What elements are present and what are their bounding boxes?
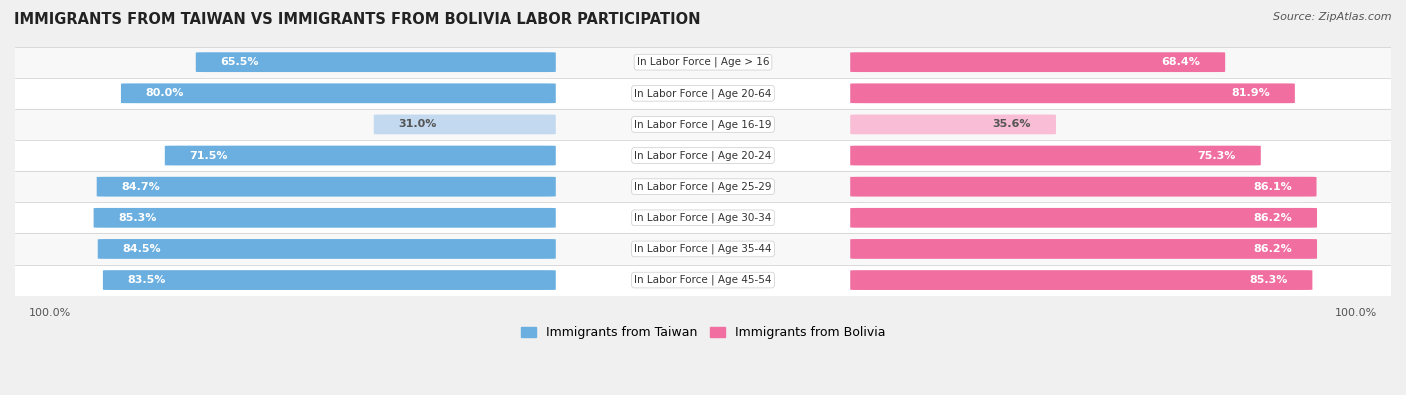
FancyBboxPatch shape	[195, 52, 555, 72]
Text: 100.0%: 100.0%	[1334, 308, 1378, 318]
Text: 35.6%: 35.6%	[993, 119, 1031, 130]
FancyBboxPatch shape	[851, 208, 1317, 228]
Text: In Labor Force | Age 20-24: In Labor Force | Age 20-24	[634, 150, 772, 161]
Bar	[15, 202, 1391, 233]
Text: 85.3%: 85.3%	[1250, 275, 1288, 285]
FancyBboxPatch shape	[851, 177, 1316, 197]
FancyBboxPatch shape	[851, 52, 1225, 72]
FancyBboxPatch shape	[97, 177, 555, 197]
Text: Source: ZipAtlas.com: Source: ZipAtlas.com	[1274, 12, 1392, 22]
Text: 84.5%: 84.5%	[122, 244, 162, 254]
FancyBboxPatch shape	[374, 115, 555, 134]
Text: 31.0%: 31.0%	[398, 119, 437, 130]
Bar	[15, 140, 1391, 171]
FancyBboxPatch shape	[851, 146, 1261, 166]
Text: 75.3%: 75.3%	[1198, 150, 1236, 160]
Text: 84.7%: 84.7%	[121, 182, 160, 192]
FancyBboxPatch shape	[121, 83, 555, 103]
Bar	[15, 109, 1391, 140]
Text: In Labor Force | Age 20-64: In Labor Force | Age 20-64	[634, 88, 772, 98]
Text: 80.0%: 80.0%	[146, 88, 184, 98]
Text: 86.2%: 86.2%	[1254, 213, 1292, 223]
Text: 100.0%: 100.0%	[28, 308, 72, 318]
FancyBboxPatch shape	[851, 239, 1317, 259]
FancyBboxPatch shape	[851, 83, 1295, 103]
Bar	[15, 171, 1391, 202]
Text: In Labor Force | Age 16-19: In Labor Force | Age 16-19	[634, 119, 772, 130]
Text: 86.1%: 86.1%	[1253, 182, 1292, 192]
FancyBboxPatch shape	[98, 239, 555, 259]
Text: 71.5%: 71.5%	[190, 150, 228, 160]
Text: 85.3%: 85.3%	[118, 213, 156, 223]
FancyBboxPatch shape	[851, 115, 1056, 134]
Legend: Immigrants from Taiwan, Immigrants from Bolivia: Immigrants from Taiwan, Immigrants from …	[516, 321, 890, 344]
FancyBboxPatch shape	[103, 270, 555, 290]
FancyBboxPatch shape	[851, 270, 1312, 290]
Text: In Labor Force | Age 35-44: In Labor Force | Age 35-44	[634, 244, 772, 254]
Bar	[15, 265, 1391, 295]
Text: In Labor Force | Age > 16: In Labor Force | Age > 16	[637, 57, 769, 68]
Text: 81.9%: 81.9%	[1232, 88, 1270, 98]
Text: In Labor Force | Age 25-29: In Labor Force | Age 25-29	[634, 181, 772, 192]
Text: 68.4%: 68.4%	[1161, 57, 1201, 67]
Bar	[15, 233, 1391, 265]
FancyBboxPatch shape	[165, 146, 555, 166]
Text: 83.5%: 83.5%	[128, 275, 166, 285]
Text: IMMIGRANTS FROM TAIWAN VS IMMIGRANTS FROM BOLIVIA LABOR PARTICIPATION: IMMIGRANTS FROM TAIWAN VS IMMIGRANTS FRO…	[14, 12, 700, 27]
Text: 86.2%: 86.2%	[1254, 244, 1292, 254]
FancyBboxPatch shape	[94, 208, 555, 228]
Text: 65.5%: 65.5%	[221, 57, 259, 67]
Text: In Labor Force | Age 30-34: In Labor Force | Age 30-34	[634, 213, 772, 223]
Text: In Labor Force | Age 45-54: In Labor Force | Age 45-54	[634, 275, 772, 285]
Bar	[15, 47, 1391, 78]
Bar	[15, 78, 1391, 109]
